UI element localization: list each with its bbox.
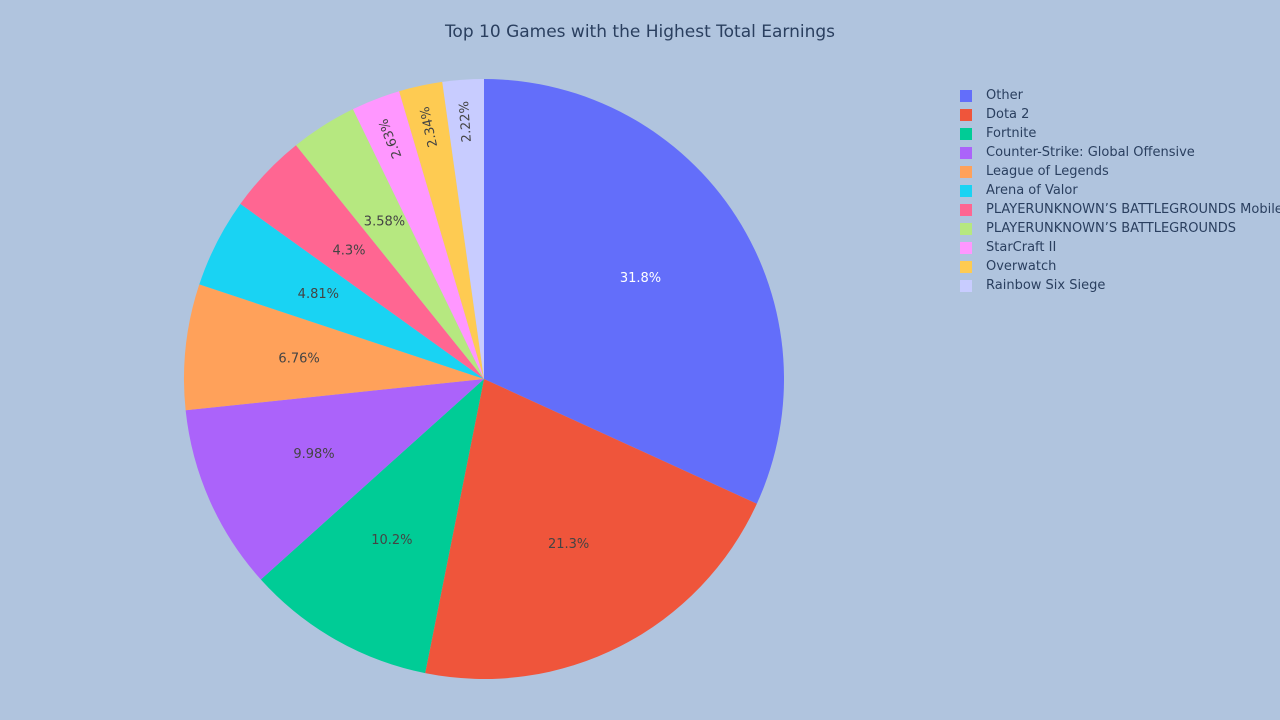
pie-slice-fortnite[interactable] bbox=[260, 379, 484, 674]
pie-slice-dota-2[interactable] bbox=[425, 379, 757, 679]
slice-label-arena-of-valor: 4.81% bbox=[298, 287, 339, 302]
legend-item-fortnite[interactable]: Fortnite bbox=[960, 124, 1280, 143]
pie-slice-league-of-legends[interactable] bbox=[184, 284, 485, 411]
pie-slice-overwatch[interactable] bbox=[399, 81, 484, 380]
pie-slice-other[interactable] bbox=[484, 79, 784, 504]
slice-label-league-of-legends: 6.76% bbox=[278, 351, 319, 366]
legend-swatch bbox=[960, 89, 972, 102]
legend-item-starcraft-ii[interactable]: StarCraft II bbox=[960, 238, 1280, 257]
legend-label: StarCraft II bbox=[986, 240, 1057, 255]
legend-item-counter-strike-global-offensive[interactable]: Counter-Strike: Global Offensive bbox=[960, 143, 1280, 162]
slice-label-counter-strike-global-offensive: 9.98% bbox=[293, 447, 334, 462]
legend-label: Dota 2 bbox=[986, 107, 1030, 122]
legend-label: Fortnite bbox=[986, 126, 1037, 141]
pie-slice-starcraft-ii[interactable] bbox=[352, 91, 484, 379]
legend-swatch bbox=[960, 222, 972, 235]
legend-label: Overwatch bbox=[986, 259, 1057, 274]
legend-label: Rainbow Six Siege bbox=[986, 278, 1106, 293]
slice-label-rainbow-six-siege: 2.22% bbox=[457, 100, 475, 142]
legend-item-league-of-legends[interactable]: League of Legends bbox=[960, 162, 1280, 181]
legend-item-rainbow-six-siege[interactable]: Rainbow Six Siege bbox=[960, 276, 1280, 295]
pie-slice-playerunknown-s-battlegrounds[interactable] bbox=[296, 109, 484, 380]
legend-swatch bbox=[960, 241, 972, 254]
legend-swatch bbox=[960, 108, 972, 121]
slice-label-playerunknown-s-battlegrounds-mobile: 4.3% bbox=[332, 244, 365, 259]
legend-swatch bbox=[960, 184, 972, 197]
legend-swatch bbox=[960, 279, 972, 292]
legend-label: Counter-Strike: Global Offensive bbox=[986, 145, 1195, 160]
legend-item-dota-2[interactable]: Dota 2 bbox=[960, 105, 1280, 124]
chart-title: Top 10 Games with the Highest Total Earn… bbox=[444, 22, 836, 42]
pie-slice-arena-of-valor[interactable] bbox=[199, 203, 484, 379]
pie-slice-rainbow-six-siege[interactable] bbox=[442, 79, 484, 379]
legend-label: Arena of Valor bbox=[986, 183, 1078, 198]
legend-item-arena-of-valor[interactable]: Arena of Valor bbox=[960, 181, 1280, 200]
legend-swatch bbox=[960, 203, 972, 216]
legend-swatch bbox=[960, 127, 972, 140]
legend-label: PLAYERUNKNOWN’S BATTLEGROUNDS bbox=[986, 221, 1237, 236]
legend-item-overwatch[interactable]: Overwatch bbox=[960, 257, 1280, 276]
pie-slice-counter-strike-global-offensive[interactable] bbox=[185, 379, 484, 580]
legend-swatch bbox=[960, 165, 972, 178]
legend-label: Other bbox=[986, 88, 1023, 103]
legend-item-other[interactable]: Other bbox=[960, 86, 1280, 105]
legend-swatch bbox=[960, 260, 972, 273]
pie-slice-playerunknown-s-battlegrounds-mobile[interactable] bbox=[240, 145, 484, 379]
legend: Other Dota 2 Fortnite Counter-Strike: Globa… bbox=[960, 86, 1280, 295]
slice-label-dota-2: 21.3% bbox=[548, 537, 589, 552]
legend-label: League of Legends bbox=[986, 164, 1109, 179]
legend-label: PLAYERUNKNOWN’S BATTLEGROUNDS Mobile bbox=[986, 202, 1280, 217]
slice-label-playerunknown-s-battlegrounds: 3.58% bbox=[364, 214, 405, 229]
legend-swatch bbox=[960, 146, 972, 159]
slice-label-fortnite: 10.2% bbox=[371, 533, 412, 548]
legend-item-playerunknown-s-battlegrounds[interactable]: PLAYERUNKNOWN’S BATTLEGROUNDS bbox=[960, 219, 1280, 238]
slice-label-other: 31.8% bbox=[620, 271, 661, 286]
legend-item-playerunknown-s-battlegrounds-mobile[interactable]: PLAYERUNKNOWN’S BATTLEGROUNDS Mobile bbox=[960, 200, 1280, 219]
